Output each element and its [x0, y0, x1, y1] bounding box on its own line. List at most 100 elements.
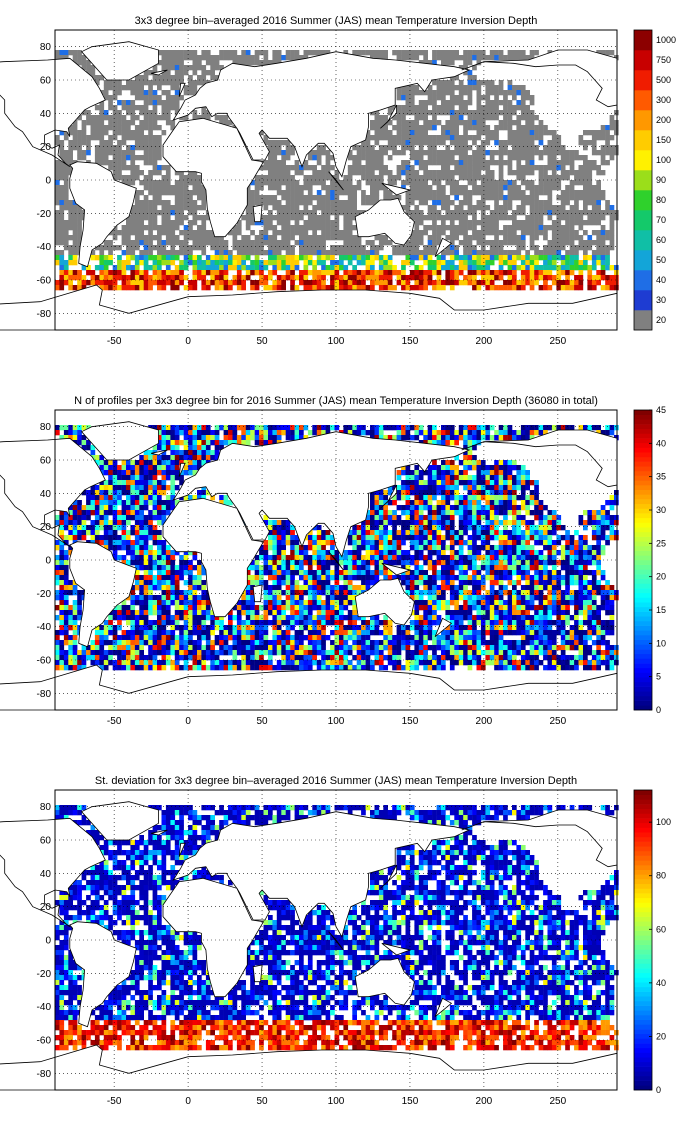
- heat-cell: [560, 535, 566, 541]
- heat-cell: [347, 205, 353, 211]
- heat-cell: [143, 205, 149, 211]
- heat-cell: [121, 155, 127, 161]
- heat-cell: [94, 120, 100, 126]
- heat-cell: [117, 500, 122, 506]
- heat-cell: [117, 485, 122, 491]
- heat-cell: [401, 540, 406, 546]
- heat-cell: [157, 80, 162, 86]
- heat-cell: [476, 170, 482, 176]
- heat-cell: [272, 170, 278, 176]
- depth-land: [0, 41, 618, 331]
- heat-cell: [134, 285, 140, 291]
- heat-cell: [512, 95, 517, 101]
- heat-cell: [423, 110, 428, 116]
- heat-cell: [476, 485, 482, 491]
- heat-cell: [538, 135, 544, 141]
- heat-cell: [436, 85, 442, 91]
- heat-cell: [551, 230, 557, 236]
- heat-cell: [583, 245, 588, 251]
- heat-cell: [316, 235, 322, 241]
- heat-cell: [463, 215, 468, 221]
- heat-cell: [201, 105, 207, 111]
- heat-cell: [165, 75, 171, 81]
- heat-cell: [507, 105, 513, 111]
- heat-cell: [485, 525, 491, 531]
- heat-cell: [90, 70, 96, 76]
- heat-cell: [312, 215, 317, 221]
- heat-cell: [268, 430, 273, 436]
- heat-cell: [414, 115, 420, 121]
- heat-cell: [520, 180, 526, 186]
- heat-cell: [547, 535, 553, 541]
- heat-cell: [232, 235, 238, 241]
- heat-cell: [467, 80, 473, 86]
- heat-cell: [55, 140, 60, 146]
- heat-cell: [214, 250, 220, 256]
- heat-cell: [250, 280, 255, 286]
- heat-cell: [307, 545, 313, 551]
- heat-cell: [214, 280, 220, 286]
- heat-cell: [183, 115, 189, 121]
- heat-cell: [587, 215, 593, 221]
- heat-cell: [547, 205, 553, 211]
- heat-cell: [467, 280, 473, 286]
- heat-cell: [55, 180, 60, 186]
- heat-cell: [201, 430, 207, 436]
- heat-cell: [356, 545, 362, 551]
- heat-cell: [423, 180, 428, 186]
- heat-cell: [472, 480, 477, 486]
- heat-cell: [374, 250, 380, 256]
- heat-cell: [472, 80, 477, 86]
- heat-cell: [205, 490, 211, 496]
- heat-cell: [512, 510, 517, 516]
- heat-cell: [183, 215, 189, 221]
- heat-cell: [263, 430, 269, 436]
- heat-cell: [489, 170, 495, 176]
- heat-cell: [569, 155, 575, 161]
- heat-cell: [94, 535, 100, 541]
- heat-cell: [161, 75, 167, 81]
- heat-cell: [463, 225, 468, 231]
- heat-cell: [179, 80, 184, 86]
- heat-cell: [63, 240, 69, 246]
- heat-cell: [529, 115, 535, 121]
- heat-cell: [454, 490, 459, 496]
- heat-cell: [321, 200, 326, 206]
- heat-cell: [188, 425, 193, 431]
- heat-cell: [312, 545, 317, 551]
- heat-cell: [520, 260, 526, 266]
- heat-cell: [485, 230, 491, 236]
- heat-cell: [316, 535, 322, 541]
- heat-cell: [130, 230, 136, 236]
- heat-cell: [250, 220, 255, 226]
- heat-cell: [316, 195, 322, 201]
- heat-cell: [183, 460, 189, 466]
- heat-cell: [174, 80, 180, 86]
- heat-cell: [507, 120, 513, 126]
- heat-cell: [148, 160, 153, 166]
- heat-cell: [605, 145, 610, 151]
- heat-cell: [436, 515, 442, 521]
- heat-cell: [285, 535, 291, 541]
- heat-cell: [285, 215, 291, 221]
- heat-cell: [392, 180, 397, 186]
- heat-cell: [370, 155, 375, 161]
- heat-cell: [157, 240, 162, 246]
- heat-cell: [232, 275, 238, 281]
- heat-cell: [445, 200, 451, 206]
- heat-cell: [210, 55, 215, 61]
- heat-cell: [489, 130, 495, 136]
- heat-cell: [543, 150, 548, 156]
- heat-cell: [503, 515, 508, 521]
- heat-cell: [503, 425, 508, 431]
- heat-cell: [512, 430, 517, 436]
- heat-cell: [605, 230, 610, 236]
- heat-cell: [520, 90, 526, 96]
- heat-cell: [228, 265, 233, 271]
- heat-cell: [565, 530, 570, 536]
- heat-cell: [245, 205, 251, 211]
- heat-cell: [383, 130, 388, 136]
- heat-cell: [197, 435, 202, 441]
- heat-cell: [303, 265, 309, 271]
- heat-cell: [441, 260, 446, 266]
